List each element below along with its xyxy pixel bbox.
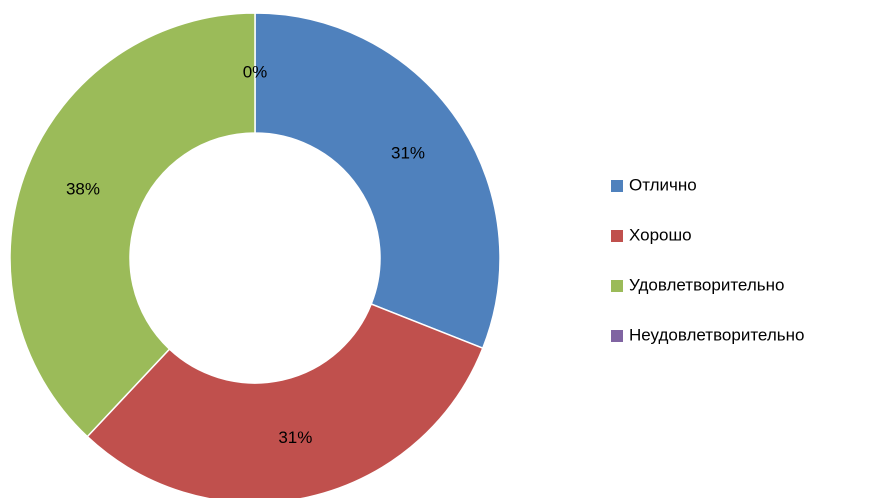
legend-label: Неудовлетворительно (629, 325, 804, 344)
legend-label: Удовлетворительно (629, 275, 784, 294)
data-label: 0% (243, 62, 268, 81)
legend-label: Отлично (629, 175, 697, 194)
legend-swatch (611, 280, 623, 292)
legend-swatch (611, 230, 623, 242)
donut-slice (254, 12, 501, 350)
donut-slice (9, 12, 256, 438)
data-label: 31% (391, 143, 425, 162)
legend-swatch (611, 330, 623, 342)
donut-slice (86, 303, 484, 498)
legend-label: Хорошо (629, 225, 692, 244)
data-label: 38% (66, 179, 100, 198)
data-label: 31% (278, 428, 312, 447)
legend-swatch (611, 180, 623, 192)
